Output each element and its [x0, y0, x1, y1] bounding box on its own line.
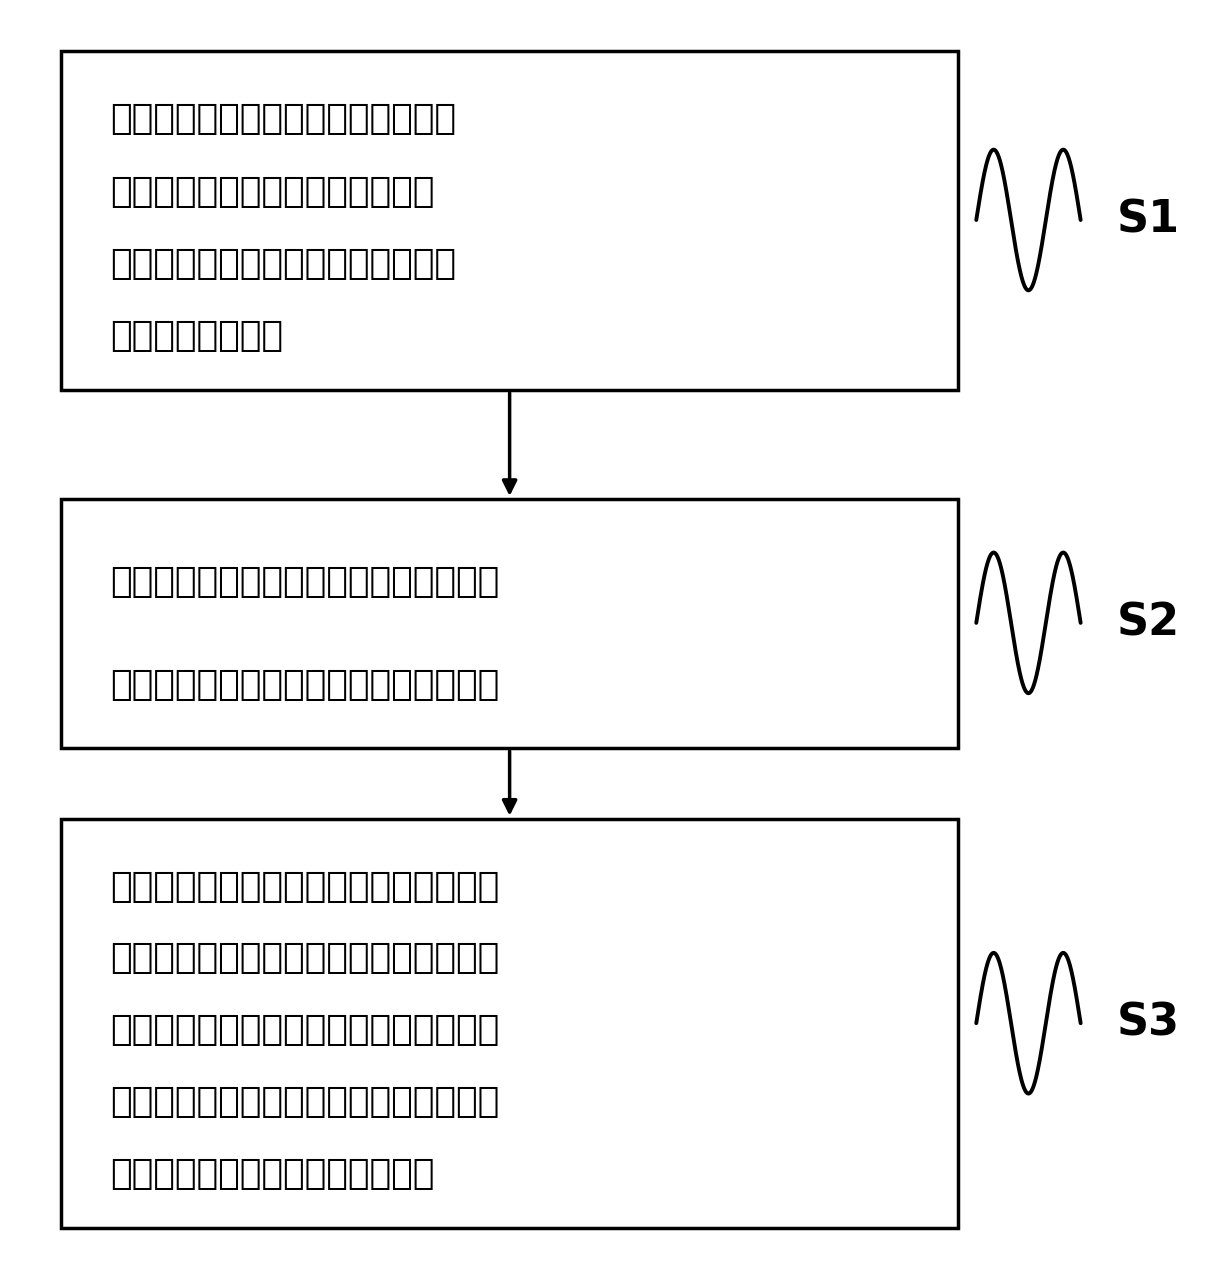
Text: 控制机械手触笔头按额定压力值在多: 控制机械手触笔头按额定压力值在多	[111, 102, 457, 137]
Text: 将每个轴坐标的位置点击时得到的理论坐: 将每个轴坐标的位置点击时得到的理论坐	[111, 870, 500, 903]
Text: 果判断所述机械手触笔头是否松动: 果判断所述机械手触笔头是否松动	[111, 1157, 435, 1191]
Text: S3: S3	[1116, 1001, 1180, 1045]
Text: S2: S2	[1116, 601, 1180, 645]
Bar	[61, 51, 958, 390]
Text: 中，所述每个轴坐标的位置对应屏幕: 中，所述每个轴坐标的位置对应屏幕	[111, 247, 457, 281]
Text: 感应到的对应的实际坐标值和实际压力值: 感应到的对应的实际坐标值和实际压力值	[111, 669, 500, 702]
Text: 力值和实际压力值进行比较，基于比较结: 力值和实际压力值进行比较，基于比较结	[111, 1086, 500, 1119]
Bar	[61, 819, 958, 1228]
Bar	[61, 499, 958, 748]
Text: 记录机械手触笔头每次点击屏幕时，屏幕: 记录机械手触笔头每次点击屏幕时，屏幕	[111, 565, 500, 600]
Text: 标值和对应实际坐标值进行比较，并将每: 标值和对应实际坐标值进行比较，并将每	[111, 941, 500, 976]
Text: S1: S1	[1116, 198, 1180, 242]
Text: 个不同轴坐标的位置点击屏幕，其: 个不同轴坐标的位置点击屏幕，其	[111, 175, 435, 208]
Text: 的一个理论坐标值: 的一个理论坐标值	[111, 320, 284, 353]
Text: 个轴坐标的位置点击时得到的所述额定压: 个轴坐标的位置点击时得到的所述额定压	[111, 1013, 500, 1048]
